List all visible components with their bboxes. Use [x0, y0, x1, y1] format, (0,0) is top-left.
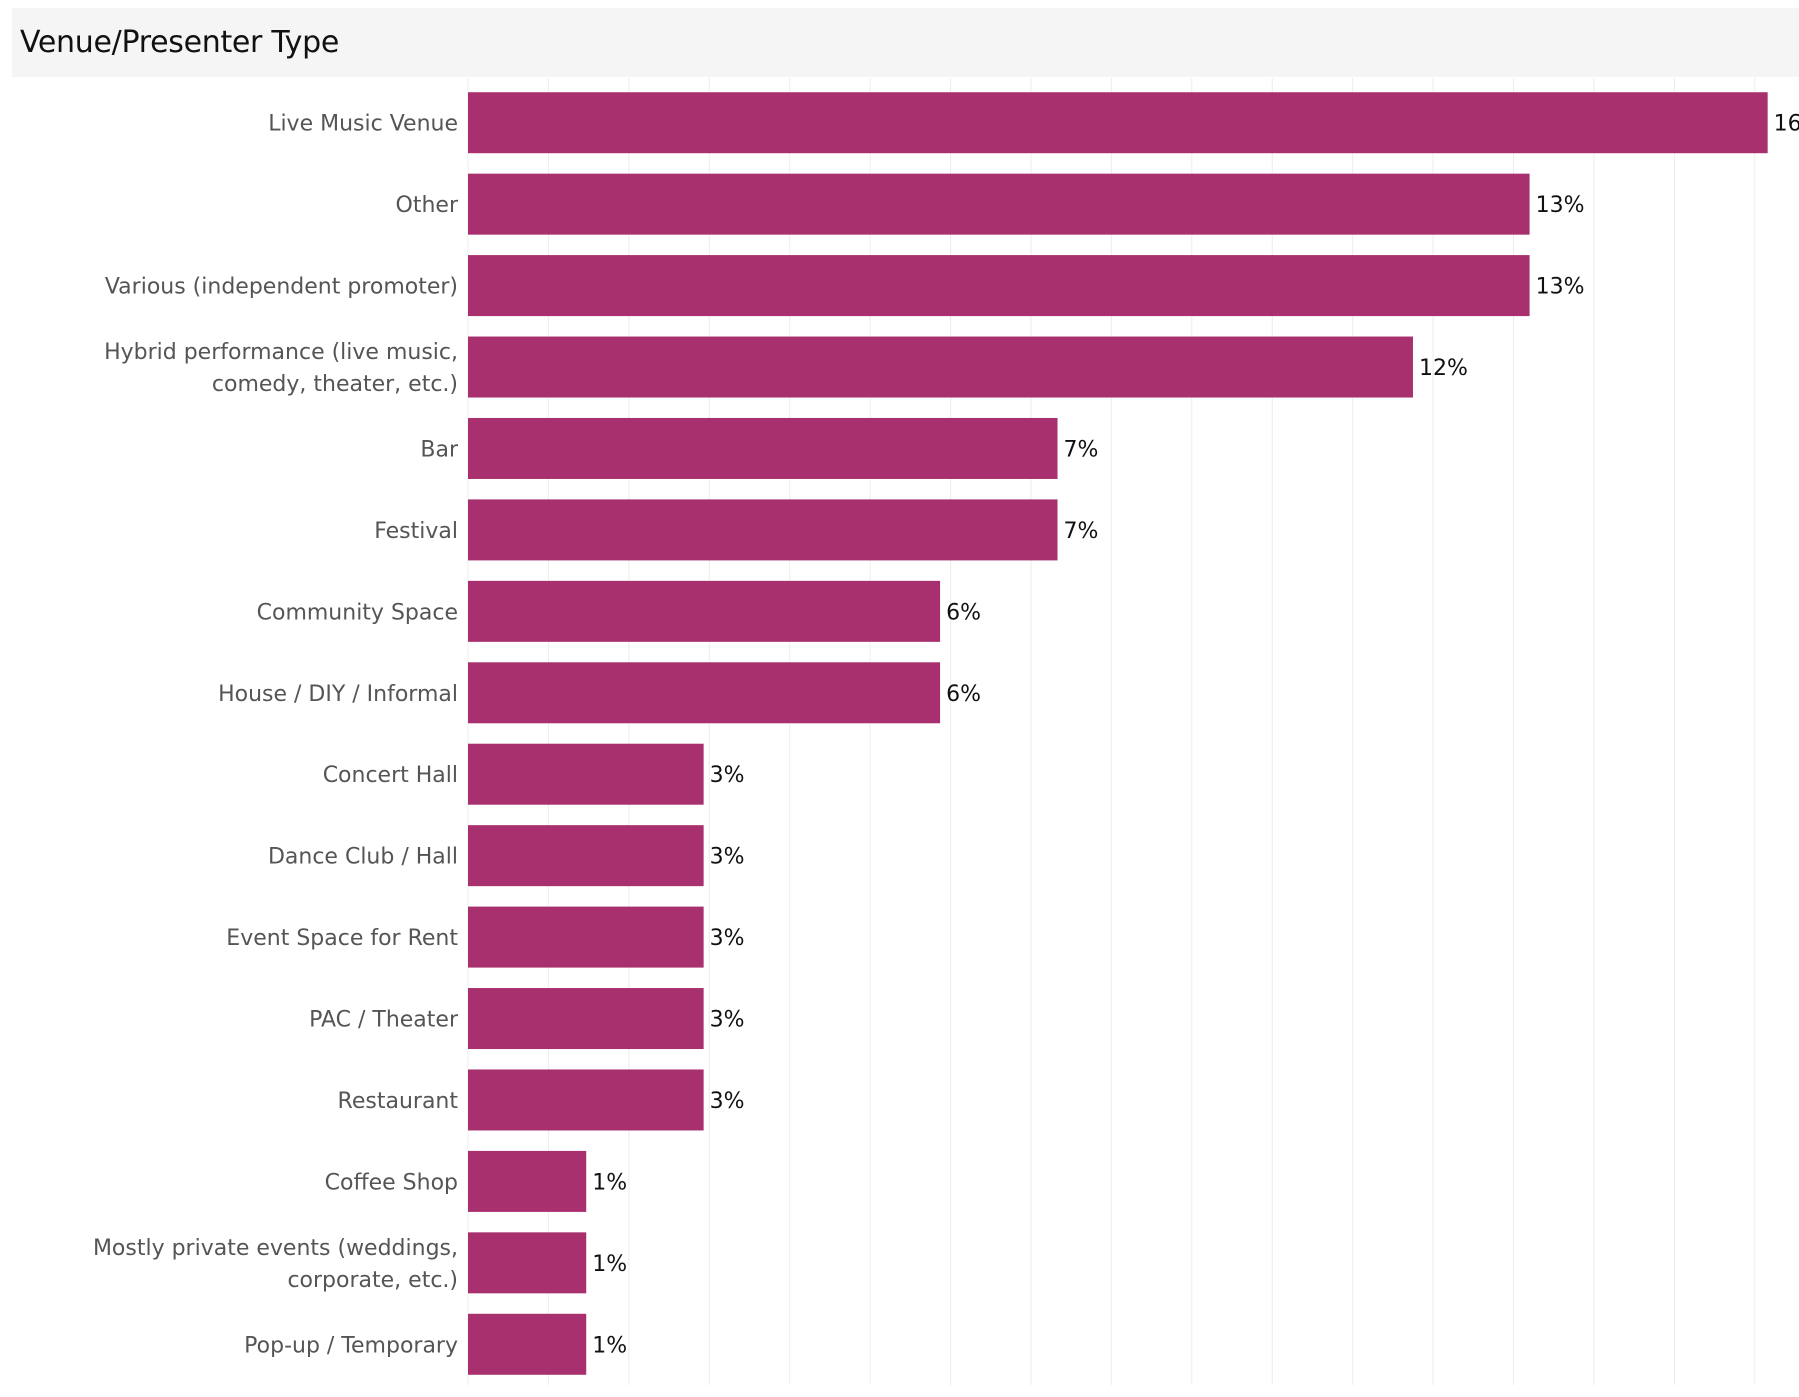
bar — [468, 1069, 704, 1131]
bar — [468, 1232, 587, 1294]
label-layer: 16% Live Music Venue 13% Other 13% Various (i… — [93, 112, 1799, 1359]
chart-title: Venue/Presenter Type — [20, 25, 340, 60]
data-label: 1% — [592, 1333, 627, 1358]
bar — [468, 336, 1413, 398]
category-label: Live Music Venue — [268, 112, 458, 137]
title-bar: Venue/Presenter Type — [12, 8, 1799, 77]
data-label: 7% — [1064, 437, 1099, 462]
category-label: Dance Club / Hall — [268, 845, 458, 870]
category-label: Hybrid performance (live music, — [104, 340, 458, 365]
category-label: Community Space — [257, 600, 458, 625]
bar-layer — [468, 92, 1768, 1375]
data-label: 13% — [1536, 193, 1585, 218]
category-label: Pop-up / Temporary — [244, 1333, 458, 1358]
data-label: 6% — [946, 600, 981, 625]
data-label: 3% — [710, 1089, 745, 1114]
data-label: 3% — [710, 926, 745, 951]
category-label: Various (independent promoter) — [105, 275, 458, 300]
data-label: 7% — [1064, 519, 1099, 544]
category-label: comedy, theater, etc.) — [212, 372, 458, 397]
bar — [468, 173, 1530, 235]
bar — [468, 662, 941, 724]
data-label: 3% — [710, 845, 745, 870]
data-label: 3% — [710, 763, 745, 788]
data-label: 13% — [1536, 275, 1585, 300]
bar — [468, 499, 1058, 561]
bar — [468, 417, 1058, 479]
category-label: corporate, etc.) — [287, 1268, 458, 1293]
bar — [468, 580, 941, 642]
category-label: Festival — [374, 519, 458, 544]
data-label: 6% — [946, 682, 981, 707]
bar — [468, 906, 704, 968]
bar — [468, 1150, 587, 1212]
category-label: Bar — [420, 437, 459, 462]
data-label: 1% — [592, 1170, 627, 1195]
category-label: Concert Hall — [323, 763, 458, 788]
bar — [468, 92, 1768, 154]
bar — [468, 743, 704, 805]
category-label: PAC / Theater — [309, 1008, 459, 1033]
data-label: 3% — [710, 1008, 745, 1033]
data-label: 16% — [1774, 112, 1799, 137]
bar — [468, 1313, 587, 1375]
bar — [468, 988, 704, 1050]
category-label: Mostly private events (weddings, — [93, 1236, 458, 1261]
category-label: Restaurant — [338, 1089, 459, 1114]
category-label: Event Space for Rent — [226, 926, 458, 951]
data-label: 12% — [1419, 356, 1468, 381]
category-label: Coffee Shop — [325, 1170, 458, 1195]
category-label: Other — [396, 193, 459, 218]
category-label: House / DIY / Informal — [218, 682, 458, 707]
data-label: 1% — [592, 1252, 627, 1277]
bar — [468, 825, 704, 887]
bar — [468, 255, 1530, 317]
